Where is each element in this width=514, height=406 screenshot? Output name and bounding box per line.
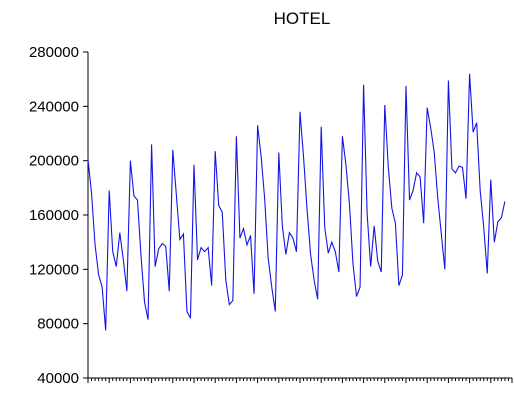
x-axis: 10111213141516171819 <box>87 377 513 383</box>
y-tick-label: 240000 <box>29 98 79 115</box>
series-line-0 <box>87 73 506 331</box>
series-layer <box>87 73 506 331</box>
y-tick-label: 40000 <box>37 370 79 387</box>
y-tick-label: 200000 <box>29 153 79 170</box>
chart-title: HOTEL <box>274 9 331 28</box>
y-tick-label: 80000 <box>37 316 79 333</box>
y-tick-label: 280000 <box>29 44 79 61</box>
y-axis: 40000 80000 120000 160000 200000 240000 280000 <box>29 44 89 387</box>
y-tick-label: 120000 <box>29 261 79 278</box>
y-tick-label: 160000 <box>29 207 79 224</box>
